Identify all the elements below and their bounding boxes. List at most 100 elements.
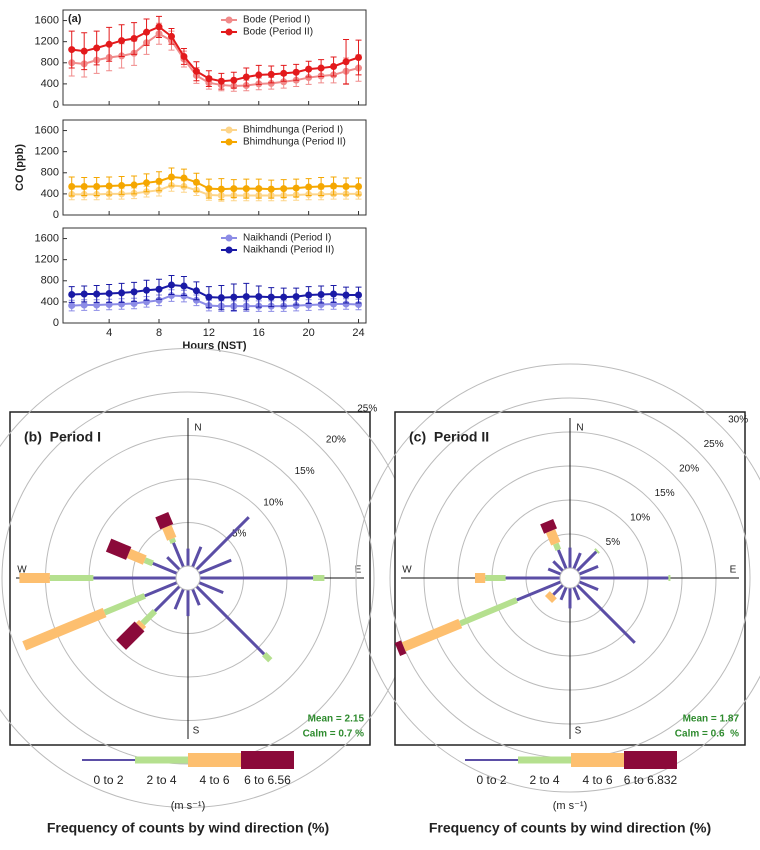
data-point — [93, 183, 101, 190]
rose-segment — [505, 576, 560, 580]
y-tick-label: 800 — [41, 275, 59, 287]
annotation: Mean = 2.15 — [308, 714, 365, 725]
data-point — [205, 293, 213, 301]
ring-label: 5% — [232, 529, 247, 540]
rose-segment — [544, 591, 557, 604]
rose-segment — [191, 588, 201, 606]
rose-segment — [580, 576, 669, 580]
data-point — [292, 184, 300, 192]
plot-frame — [62, 227, 367, 324]
legend-swatch — [135, 756, 188, 764]
legend-swatch — [624, 751, 677, 769]
rose-segment — [19, 573, 50, 583]
data-point — [167, 32, 175, 40]
rose-segment — [173, 588, 185, 610]
data-point — [143, 286, 151, 294]
legend-marker — [225, 126, 233, 134]
data-point — [155, 285, 163, 293]
rose-segment — [394, 640, 407, 656]
rose-segment — [198, 558, 232, 575]
rose-segment — [49, 575, 94, 581]
ring-label: 15% — [655, 488, 675, 499]
data-point — [130, 35, 138, 42]
data-point — [217, 185, 225, 193]
data-point — [167, 292, 175, 300]
rose-segment — [172, 542, 185, 568]
series-line — [71, 25, 359, 83]
data-point — [143, 28, 151, 36]
x-tick-label: 12 — [203, 327, 215, 339]
data-point — [93, 290, 101, 298]
data-point — [355, 54, 363, 61]
data-point — [192, 296, 200, 304]
compass-label: E — [355, 565, 362, 576]
ring-label: 20% — [679, 464, 699, 475]
rose-segment — [262, 652, 273, 663]
data-point — [330, 62, 338, 70]
data-point — [217, 294, 225, 302]
data-point — [292, 302, 300, 310]
calm-circle — [559, 567, 581, 589]
data-point — [180, 52, 188, 60]
footer: Frequency of counts by wind direction (%… — [47, 820, 329, 836]
y-tick-label: 0 — [53, 209, 59, 221]
y-tick-label: 800 — [41, 57, 59, 69]
rose-segment — [103, 593, 146, 616]
rose-segment — [126, 548, 147, 565]
rose-segment — [459, 597, 518, 627]
rose-segment — [168, 537, 177, 544]
rose-segment — [552, 542, 562, 552]
legend-label: 6 to 6.832 — [624, 773, 678, 787]
legend-label: 4 to 6 — [199, 773, 229, 787]
data-point — [267, 79, 275, 87]
data-point — [242, 293, 250, 301]
rose-segment — [198, 581, 224, 594]
legend-label: 4 to 6 — [582, 773, 612, 787]
data-point — [105, 289, 113, 297]
panel-label: (a) — [68, 13, 82, 25]
data-point — [255, 185, 263, 193]
data-point — [68, 46, 76, 54]
ring-label: 25% — [357, 403, 377, 414]
data-point — [280, 185, 288, 193]
series-line — [71, 283, 359, 299]
plot-frame — [62, 119, 367, 216]
legend-marker — [225, 138, 233, 146]
rose-segment — [578, 580, 599, 592]
legend-label: Bhimdhunga (Period I) — [243, 125, 343, 136]
data-point — [342, 183, 350, 190]
rose-segment — [668, 575, 671, 581]
y-tick-label: 1600 — [35, 232, 59, 244]
legend-label: 6 to 6.56 — [244, 773, 291, 787]
data-point — [217, 77, 225, 85]
rose-segment — [516, 580, 562, 602]
legend-label: Naikhandi (Period I) — [243, 233, 331, 244]
rose-segment — [576, 550, 598, 572]
data-point — [80, 301, 88, 309]
ring-label: 10% — [263, 497, 283, 508]
data-point — [93, 44, 101, 52]
rose-segment — [191, 546, 203, 568]
legend-swatch — [241, 751, 294, 769]
rose-segment — [22, 607, 107, 651]
rose-segment — [594, 548, 600, 554]
legend-label: Naikhandi (Period II) — [243, 245, 334, 256]
data-point — [105, 40, 113, 48]
y-tick-label: 800 — [41, 167, 59, 179]
rose-segment — [186, 548, 190, 566]
legend-marker — [225, 16, 233, 24]
rose-segment — [576, 584, 636, 644]
legend-swatch — [82, 759, 135, 761]
data-point — [242, 73, 250, 81]
data-point — [130, 181, 138, 189]
ring-label: 25% — [704, 439, 724, 450]
rose-segment — [559, 586, 568, 601]
rose-segment — [116, 621, 145, 650]
data-point — [167, 281, 175, 289]
data-point — [118, 289, 126, 297]
data-point — [255, 71, 263, 79]
data-point — [230, 293, 238, 301]
y-tick-label: 400 — [41, 296, 59, 308]
x-tick-label: 24 — [352, 327, 364, 339]
